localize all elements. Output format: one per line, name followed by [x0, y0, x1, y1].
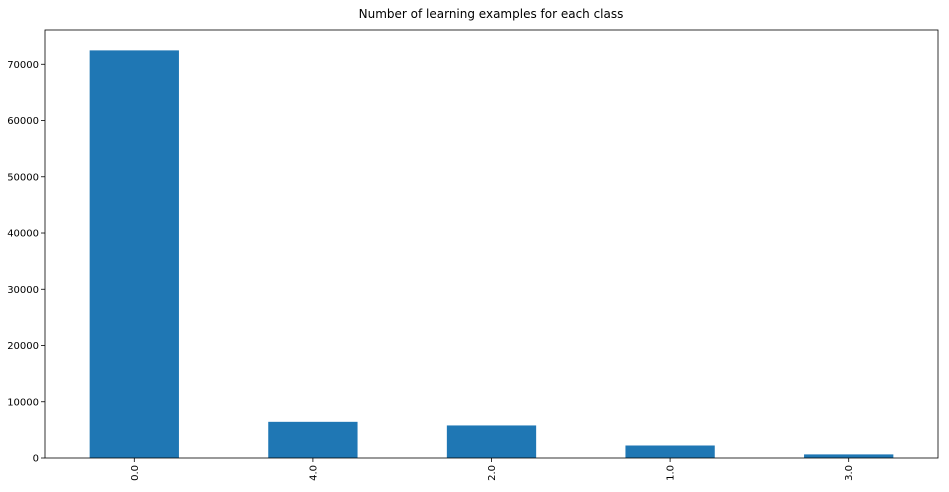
y-tick-label: 40000: [7, 229, 39, 240]
bars-layer: [89, 50, 894, 459]
chart-title: Number of learning examples for each cla…: [359, 7, 624, 21]
y-tick-label: 10000: [7, 397, 39, 408]
x-tick-label: 2.0: [487, 465, 498, 481]
y-tick-label: 50000: [7, 172, 39, 183]
x-tick-label: 3.0: [844, 465, 855, 481]
bar-4.0: [268, 421, 358, 458]
x-tick-label: 0.0: [130, 465, 141, 481]
y-tick-label: 30000: [7, 285, 39, 296]
x-tick-label: 4.0: [308, 465, 319, 481]
bar-2.0: [446, 425, 537, 458]
bar-0.0: [89, 50, 179, 459]
y-tick-label: 20000: [7, 341, 39, 352]
bar-3.0: [804, 454, 894, 458]
x-tick-label: 1.0: [666, 465, 677, 481]
y-tick-label: 60000: [7, 116, 39, 127]
axes-layer: 0 10000 20000 30000 40000 50000 60000 70000 0.0 4…: [7, 29, 939, 481]
y-tick-label: 70000: [7, 60, 39, 71]
bar-1.0: [625, 445, 715, 458]
y-tick-label: 0: [33, 454, 39, 465]
